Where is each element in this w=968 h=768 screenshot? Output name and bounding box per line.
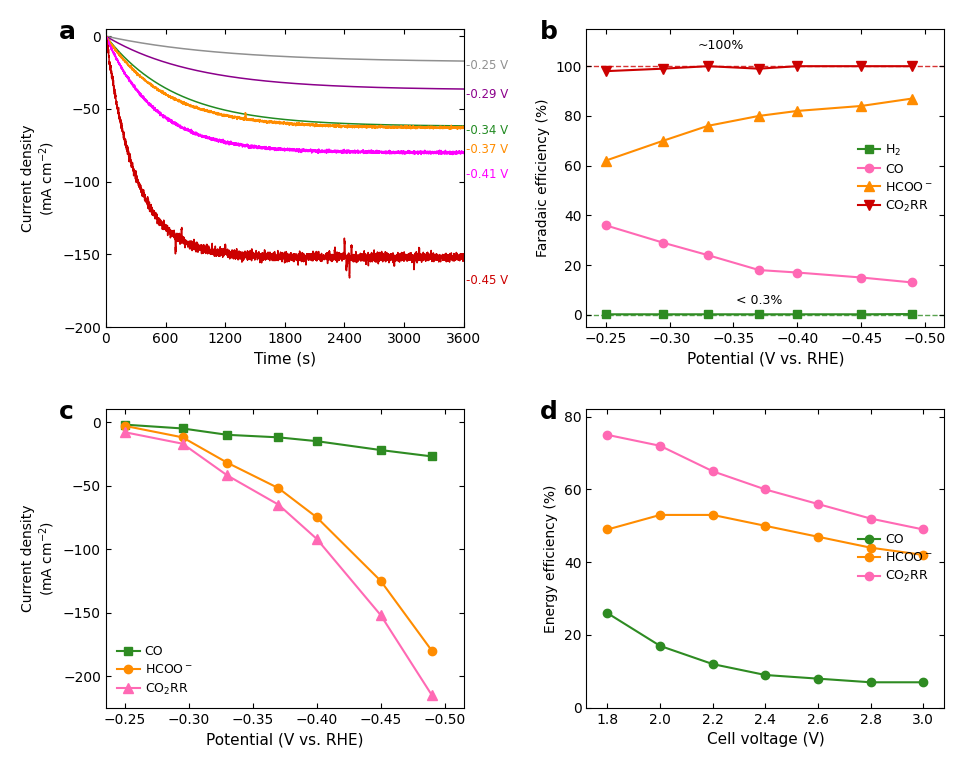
Text: -0.25 V: -0.25 V bbox=[466, 59, 508, 71]
Legend: CO, HCOO$^-$, CO$_2$RR: CO, HCOO$^-$, CO$_2$RR bbox=[112, 641, 197, 701]
X-axis label: Time (s): Time (s) bbox=[254, 352, 316, 366]
Y-axis label: Faradaic efficiency (%): Faradaic efficiency (%) bbox=[535, 99, 550, 257]
Text: a: a bbox=[59, 20, 76, 44]
X-axis label: Cell voltage (V): Cell voltage (V) bbox=[707, 732, 825, 747]
Y-axis label: Current density
(mA cm$^{-2}$): Current density (mA cm$^{-2}$) bbox=[21, 124, 57, 232]
Y-axis label: Current density
(mA cm$^{-2}$): Current density (mA cm$^{-2}$) bbox=[21, 505, 57, 612]
Text: d: d bbox=[540, 400, 558, 425]
Y-axis label: Energy efficiency (%): Energy efficiency (%) bbox=[544, 485, 559, 633]
Text: -0.37 V: -0.37 V bbox=[466, 143, 508, 156]
Legend: CO, HCOO$^-$, CO$_2$RR: CO, HCOO$^-$, CO$_2$RR bbox=[853, 528, 938, 589]
Text: -0.45 V: -0.45 V bbox=[466, 274, 508, 287]
Text: < 0.3%: < 0.3% bbox=[736, 293, 782, 306]
X-axis label: Potential (V vs. RHE): Potential (V vs. RHE) bbox=[206, 732, 364, 747]
Text: b: b bbox=[540, 20, 558, 44]
Text: c: c bbox=[59, 400, 75, 425]
Legend: H$_2$, CO, HCOO$^-$, CO$_2$RR: H$_2$, CO, HCOO$^-$, CO$_2$RR bbox=[853, 137, 938, 219]
Text: -0.34 V: -0.34 V bbox=[466, 124, 508, 137]
X-axis label: Potential (V vs. RHE): Potential (V vs. RHE) bbox=[686, 352, 844, 366]
Text: -0.29 V: -0.29 V bbox=[466, 88, 508, 101]
Text: ~100%: ~100% bbox=[698, 39, 743, 51]
Text: -0.41 V: -0.41 V bbox=[466, 168, 508, 181]
